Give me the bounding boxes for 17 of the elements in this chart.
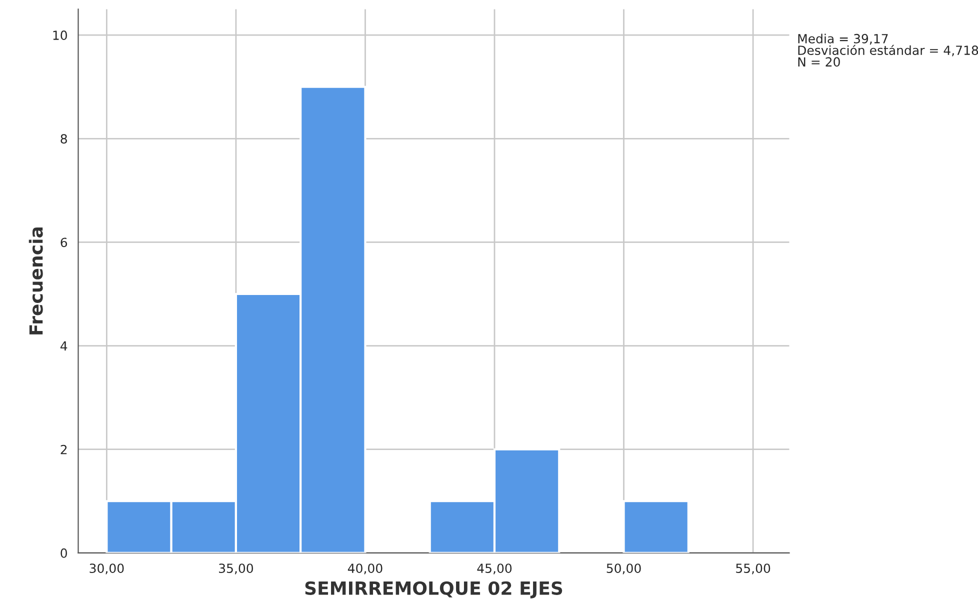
y-axis-title: Frecuencia — [28, 227, 43, 334]
y-tick-label: 8 — [60, 134, 67, 144]
y-tick-label: 4 — [60, 341, 68, 351]
x-tick-label: 45,00 — [477, 564, 512, 574]
text: Media = 39,17 — [798, 34, 888, 45]
x-tick-label: 55,00 — [736, 564, 770, 574]
y-tick-label: 2 — [60, 444, 67, 454]
x-tick-label: 30,00 — [90, 564, 124, 574]
x-tick-label: 40,00 — [348, 564, 382, 574]
x-axis-title: SEMIRREMOLQUE 02 EJES — [305, 581, 562, 598]
y-tick-label: 10 — [53, 30, 67, 40]
x-tick-label: 35,00 — [219, 564, 254, 574]
y-tick-label: 6 — [60, 238, 68, 248]
x-tick-label: 50,00 — [606, 564, 641, 574]
text: N = 20 — [798, 57, 840, 67]
y-tick-label: 0 — [60, 548, 67, 558]
text: Desviación estándar = 4,718 — [798, 44, 978, 56]
